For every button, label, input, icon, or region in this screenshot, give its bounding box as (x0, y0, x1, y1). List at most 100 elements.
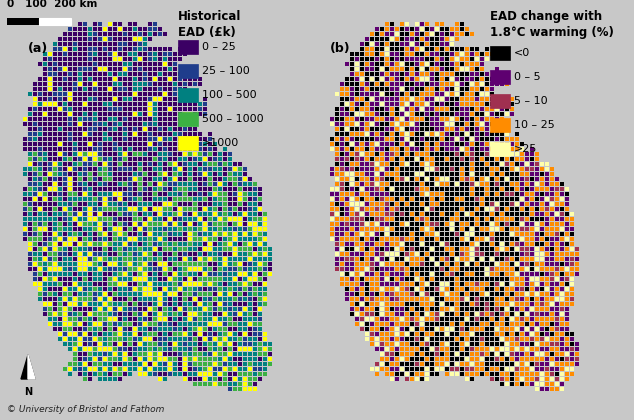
Bar (380, 342, 384, 346)
Bar (400, 242, 404, 246)
Bar (58, 87, 62, 91)
Bar (425, 297, 429, 301)
Bar (475, 62, 479, 66)
Bar (475, 142, 479, 146)
Bar (505, 272, 509, 276)
Bar (138, 47, 142, 51)
Bar (183, 87, 187, 91)
Bar (340, 177, 344, 181)
Text: (b): (b) (330, 42, 351, 55)
Bar (520, 372, 524, 376)
Bar (158, 47, 162, 51)
Bar (133, 137, 137, 141)
Bar (510, 342, 514, 346)
Bar (485, 362, 489, 366)
Bar (128, 292, 133, 296)
Bar (380, 292, 384, 296)
Bar (360, 97, 364, 101)
Bar (565, 187, 569, 191)
Bar (223, 372, 227, 376)
Bar (233, 252, 237, 256)
Bar (370, 142, 374, 146)
Bar (335, 152, 339, 156)
Bar (400, 77, 404, 81)
Bar (515, 242, 519, 246)
Bar (435, 257, 439, 261)
Bar (425, 32, 429, 36)
Bar (133, 147, 137, 151)
Bar (425, 362, 429, 366)
Bar (123, 257, 127, 261)
Bar (420, 87, 424, 91)
Bar (253, 387, 257, 391)
Bar (420, 287, 424, 291)
Bar (218, 157, 222, 161)
Bar (38, 137, 42, 141)
Bar (238, 192, 242, 196)
Bar (178, 367, 182, 371)
Bar (63, 302, 67, 306)
Bar (108, 332, 112, 336)
Bar (88, 282, 92, 286)
Bar (173, 242, 177, 246)
Bar (173, 362, 177, 366)
Bar (410, 312, 414, 316)
Bar (375, 192, 379, 196)
Bar (58, 262, 62, 266)
Bar (123, 212, 127, 216)
Bar (98, 182, 102, 186)
Bar (520, 182, 524, 186)
Bar (68, 107, 72, 111)
Bar (410, 267, 414, 271)
Bar (243, 207, 247, 211)
Bar (258, 347, 262, 351)
Bar (83, 117, 87, 121)
Bar (505, 232, 509, 236)
Bar (420, 327, 424, 331)
Bar (400, 212, 404, 216)
Bar (58, 227, 62, 231)
Bar (395, 77, 399, 81)
Bar (248, 252, 252, 256)
Bar (425, 212, 429, 216)
Bar (360, 92, 364, 96)
Bar (53, 87, 57, 91)
Bar (420, 367, 424, 371)
Bar (183, 322, 187, 326)
Bar (355, 97, 359, 101)
Bar (28, 227, 32, 231)
Bar (128, 42, 133, 46)
Bar (168, 62, 172, 66)
Bar (168, 287, 172, 291)
Bar (390, 342, 394, 346)
Bar (173, 97, 177, 101)
Bar (183, 167, 187, 171)
Bar (405, 202, 409, 206)
Bar (380, 282, 384, 286)
Bar (128, 332, 133, 336)
Bar (375, 307, 379, 311)
Bar (360, 227, 364, 231)
Bar (43, 87, 47, 91)
Bar (68, 297, 72, 301)
Bar (350, 112, 354, 116)
Bar (213, 307, 217, 311)
Bar (350, 277, 354, 281)
Bar (445, 122, 450, 126)
Bar (505, 177, 509, 181)
Bar (430, 92, 434, 96)
Bar (535, 232, 539, 236)
Bar (113, 237, 117, 241)
Bar (88, 197, 92, 201)
Bar (113, 337, 117, 341)
Bar (178, 337, 182, 341)
Bar (148, 117, 152, 121)
Bar (253, 347, 257, 351)
Bar (445, 107, 450, 111)
Bar (440, 142, 444, 146)
Bar (350, 272, 354, 276)
Bar (148, 282, 152, 286)
Bar (113, 142, 117, 146)
Bar (425, 172, 429, 176)
Bar (470, 72, 474, 76)
